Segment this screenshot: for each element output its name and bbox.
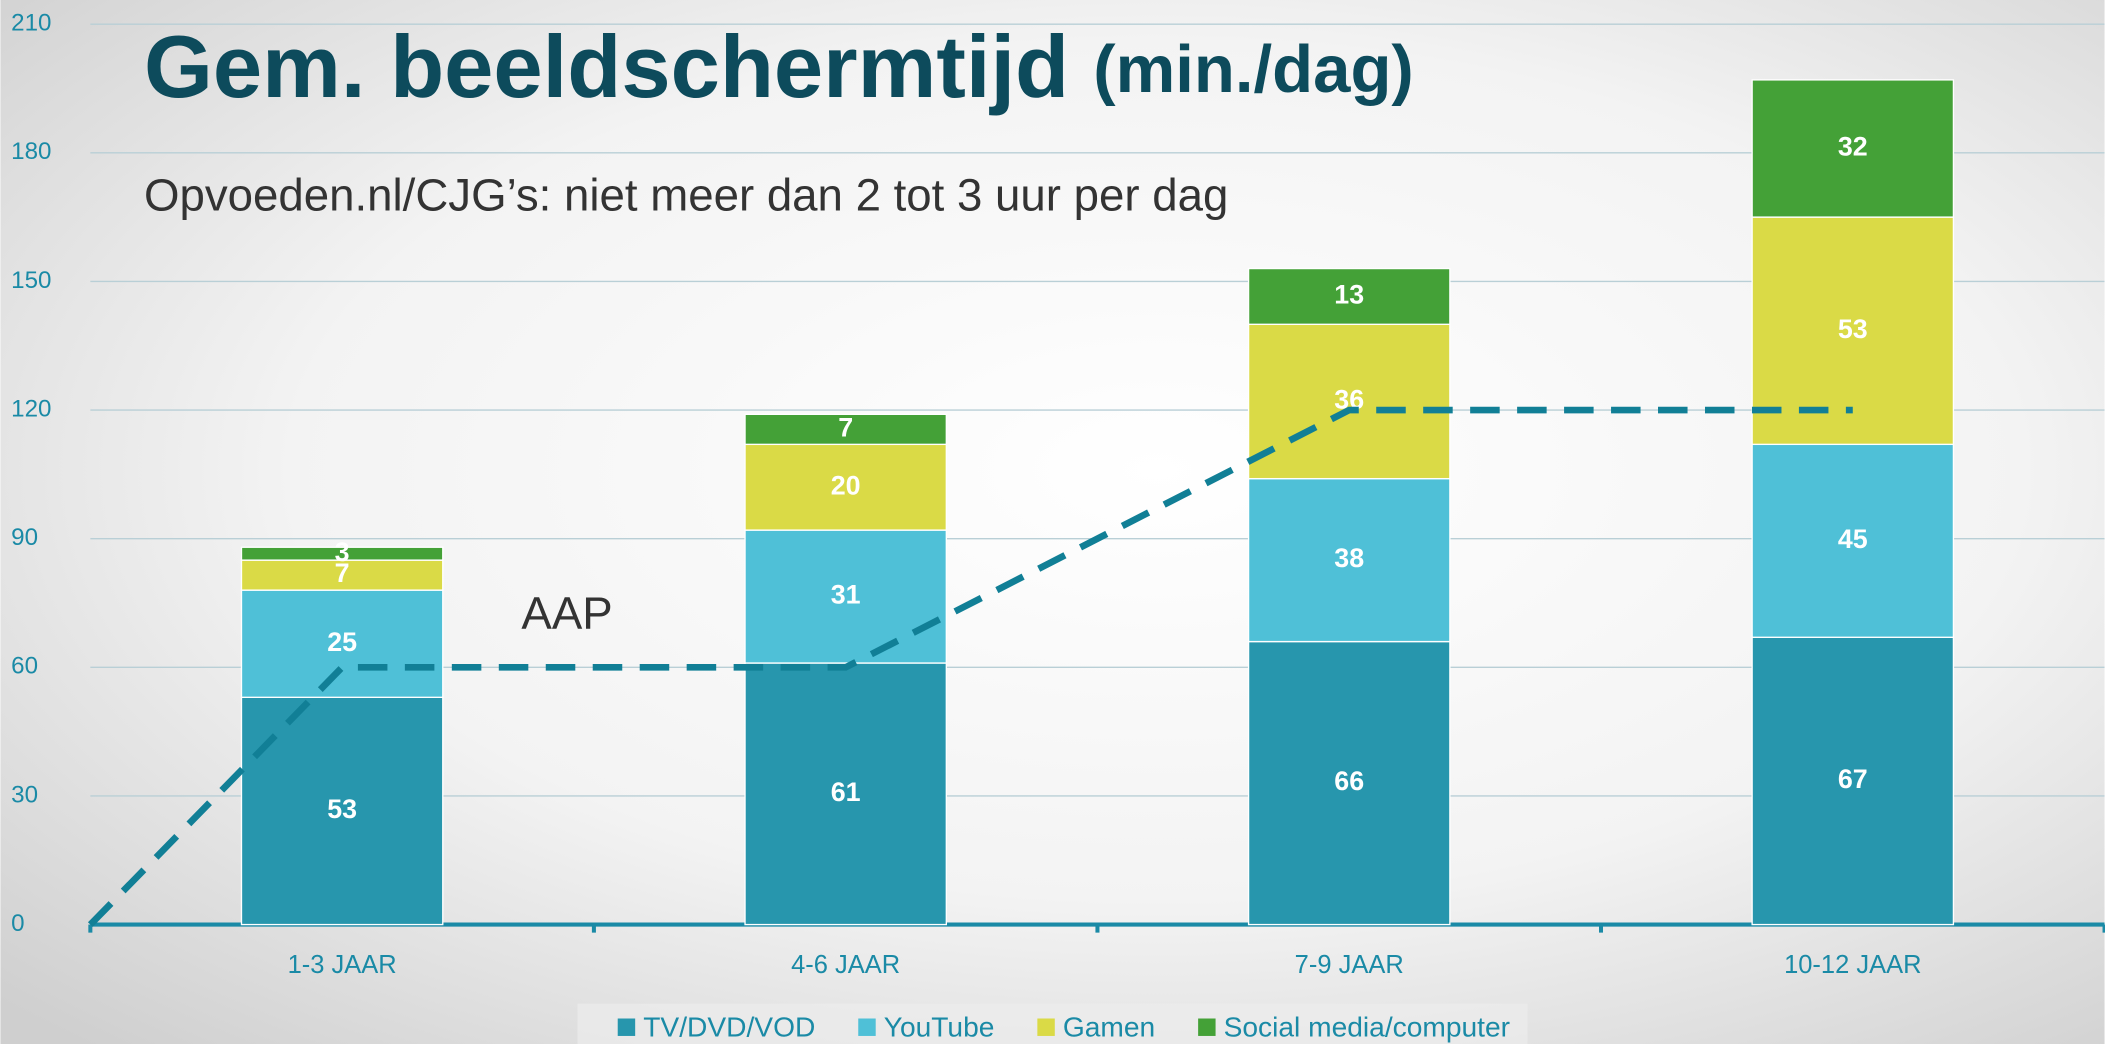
x-tick-label: 10-12 JAAR <box>1784 951 1921 979</box>
bar-segment <box>1247 640 1451 926</box>
legend-label: YouTube <box>884 1011 995 1043</box>
value-label: 53 <box>1838 314 1868 344</box>
y-tick-label: 0 <box>11 910 24 937</box>
legend-swatch <box>617 1018 636 1036</box>
bar-segment <box>1247 477 1451 643</box>
y-tick-label: 120 <box>11 395 51 422</box>
y-tick-label: 150 <box>11 267 51 294</box>
value-label: 7 <box>335 558 350 588</box>
value-label: 13 <box>1334 280 1364 310</box>
value-label: 32 <box>1838 132 1868 162</box>
reference-label: AAP <box>521 587 612 638</box>
bar-segment <box>1247 267 1451 325</box>
value-label: 67 <box>1838 764 1868 794</box>
title-unit: (min./dag) <box>1093 32 1413 107</box>
value-label: 45 <box>1838 524 1868 554</box>
x-tick-label: 1-3 JAAR <box>288 951 397 979</box>
bar-segment <box>240 559 444 591</box>
subtitle: Opvoeden.nl/CJG’s: niet meer dan 2 tot 3… <box>144 170 1228 221</box>
title-main: Gem. beeldschermtijd <box>144 17 1069 116</box>
bar-segment <box>744 662 947 926</box>
bar-segment <box>240 589 444 698</box>
legend-swatch <box>1037 1018 1055 1036</box>
bar-segment <box>1751 79 1955 218</box>
legend-label: TV/DVD/VOD <box>643 1011 815 1043</box>
y-tick-label: 60 <box>11 653 38 680</box>
x-tick-label: 4-6 JAAR <box>791 951 900 979</box>
value-label: 38 <box>1334 543 1364 573</box>
bar-segment <box>1751 636 1955 926</box>
bar-segment <box>744 413 947 446</box>
y-tick-label: 30 <box>11 781 38 808</box>
value-label: 3 <box>335 537 350 567</box>
bar-segment <box>744 443 947 531</box>
y-tick-label: 90 <box>11 524 38 551</box>
value-label: 31 <box>831 580 861 610</box>
legend-label: Social media/computer <box>1224 1011 1510 1043</box>
legend-swatch <box>1198 1018 1216 1036</box>
chart-title: Gem. beeldschermtijd (min./dag) <box>144 17 1414 116</box>
value-label: 7 <box>838 412 853 442</box>
value-label: 20 <box>831 470 861 500</box>
value-label: 25 <box>327 627 357 657</box>
value-label: 61 <box>831 777 861 807</box>
bar-segment <box>240 546 444 561</box>
legend-label: Gamen <box>1063 1011 1155 1043</box>
y-tick-label: 210 <box>11 10 51 37</box>
bar-segment <box>1247 323 1451 480</box>
reference-line <box>87 406 1853 927</box>
value-label: 66 <box>1334 766 1364 796</box>
bar-segment <box>1751 216 1955 446</box>
value-label: 53 <box>327 794 357 824</box>
x-tick-label: 7-9 JAAR <box>1295 951 1404 979</box>
legend-swatch <box>858 1018 876 1036</box>
bar-segment <box>1751 443 1955 638</box>
y-tick-label: 180 <box>11 138 51 165</box>
